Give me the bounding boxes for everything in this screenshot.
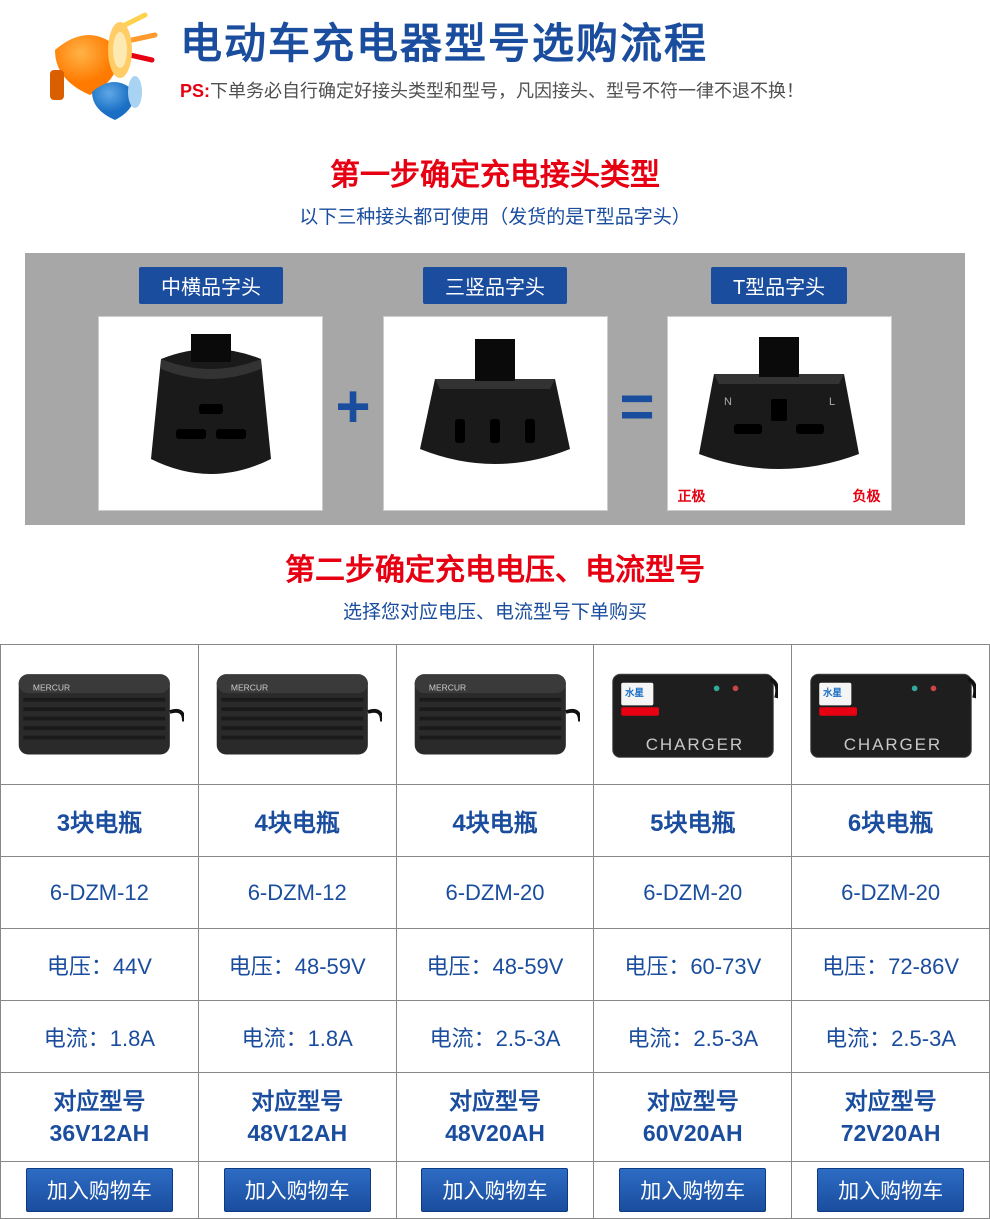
svg-text:MERCUR: MERCUR — [429, 682, 466, 692]
add-to-cart-button[interactable]: 加入购物车 — [26, 1168, 173, 1212]
plug-label-1: 中横品字头 — [139, 267, 283, 304]
step2-title: 第二步确定充电电压、电流型号 — [0, 545, 990, 589]
plug-label-3: T型品字头 — [711, 267, 847, 304]
voltage-cell: 电压：60-73V — [594, 929, 792, 1001]
equals-operator: = — [620, 341, 655, 437]
plug-cell-2: 三竖品字头 — [383, 267, 608, 511]
add-to-cart-cell: 加入购物车 — [594, 1162, 792, 1219]
charger-image-cell: MERCUR — [1, 645, 199, 785]
plug-image-3: N L 正极 负极 — [667, 316, 892, 511]
plug-comparison-strip: 中横品字头 + 三竖品字头 — [25, 253, 965, 525]
dzm-cell: 6-DZM-20 — [792, 857, 990, 929]
voltage-cell: 电压：72-86V — [792, 929, 990, 1001]
add-to-cart-button[interactable]: 加入购物车 — [817, 1168, 964, 1212]
battery-count-cell: 3块电瓶 — [1, 785, 199, 857]
step1-title: 第一步确定充电接头类型 — [0, 150, 990, 194]
battery-count-cell: 4块电瓶 — [198, 785, 396, 857]
battery-count-cell: 4块电瓶 — [396, 785, 594, 857]
svg-text:L: L — [829, 396, 835, 408]
svg-text:MERCUR: MERCUR — [33, 682, 70, 692]
model-cell: 对应型号72V20AH — [792, 1073, 990, 1162]
megaphone-icon — [20, 10, 160, 130]
svg-text:N: N — [724, 396, 732, 408]
step2-sub: 选择您对应电压、电流型号下单购买 — [0, 597, 990, 624]
charger-image-cell: 水星 CHARGER — [792, 645, 990, 785]
svg-text:CHARGER: CHARGER — [843, 734, 941, 753]
voltage-cell: 电压：48-59V — [396, 929, 594, 1001]
charger-image-cell: MERCUR — [198, 645, 396, 785]
model-cell: 对应型号48V12AH — [198, 1073, 396, 1162]
voltage-cell: 电压：48-59V — [198, 929, 396, 1001]
battery-count-cell: 6块电瓶 — [792, 785, 990, 857]
add-to-cart-cell: 加入购物车 — [792, 1162, 990, 1219]
current-cell: 电流：2.5-3A — [396, 1001, 594, 1073]
current-cell: 电流：1.8A — [1, 1001, 199, 1073]
add-to-cart-button[interactable]: 加入购物车 — [224, 1168, 371, 1212]
battery-count-cell: 5块电瓶 — [594, 785, 792, 857]
model-cell: 对应型号60V20AH — [594, 1073, 792, 1162]
svg-text:水星: 水星 — [823, 686, 842, 698]
charger-image-cell: MERCUR — [396, 645, 594, 785]
ps-warning: PS:下单务必自行确定好接头类型和型号，凡因接头、型号不符一律不退不换！ — [180, 77, 970, 103]
plus-operator: + — [335, 341, 370, 437]
ps-text: 下单务必自行确定好接头类型和型号，凡因接头、型号不符一律不退不换！ — [210, 81, 804, 101]
add-to-cart-cell: 加入购物车 — [1, 1162, 199, 1219]
plug-image-1 — [98, 316, 323, 511]
dzm-cell: 6-DZM-20 — [396, 857, 594, 929]
plug-label-2: 三竖品字头 — [423, 267, 567, 304]
svg-text:MERCUR: MERCUR — [231, 682, 268, 692]
svg-text:水星: 水星 — [625, 686, 644, 698]
model-cell: 对应型号48V20AH — [396, 1073, 594, 1162]
polarity-negative: 负极 — [853, 486, 881, 506]
model-cell: 对应型号36V12AH — [1, 1073, 199, 1162]
dzm-cell: 6-DZM-12 — [1, 857, 199, 929]
add-to-cart-button[interactable]: 加入购物车 — [421, 1168, 568, 1212]
dzm-cell: 6-DZM-20 — [594, 857, 792, 929]
svg-text:CHARGER: CHARGER — [646, 734, 744, 753]
ps-label: PS: — [180, 81, 210, 101]
current-cell: 电流：1.8A — [198, 1001, 396, 1073]
charger-image-cell: 水星 CHARGER — [594, 645, 792, 785]
current-cell: 电流：2.5-3A — [594, 1001, 792, 1073]
dzm-cell: 6-DZM-12 — [198, 857, 396, 929]
add-to-cart-cell: 加入购物车 — [198, 1162, 396, 1219]
voltage-cell: 电压：44V — [1, 929, 199, 1001]
plug-cell-3: T型品字头 N L 正极 负极 — [667, 267, 892, 511]
plug-image-2 — [383, 316, 608, 511]
product-table: MERCUR MERCUR MERCUR 水星 CHARGER 水星 CHARGER 3块电… — [0, 644, 990, 1219]
polarity-positive: 正极 — [678, 486, 706, 506]
plug-cell-1: 中横品字头 — [98, 267, 323, 511]
current-cell: 电流：2.5-3A — [792, 1001, 990, 1073]
step1-sub: 以下三种接头都可使用（发货的是T型品字头） — [0, 202, 990, 229]
add-to-cart-button[interactable]: 加入购物车 — [619, 1168, 766, 1212]
add-to-cart-cell: 加入购物车 — [396, 1162, 594, 1219]
page-title: 电动车充电器型号选购流程 — [180, 10, 970, 71]
